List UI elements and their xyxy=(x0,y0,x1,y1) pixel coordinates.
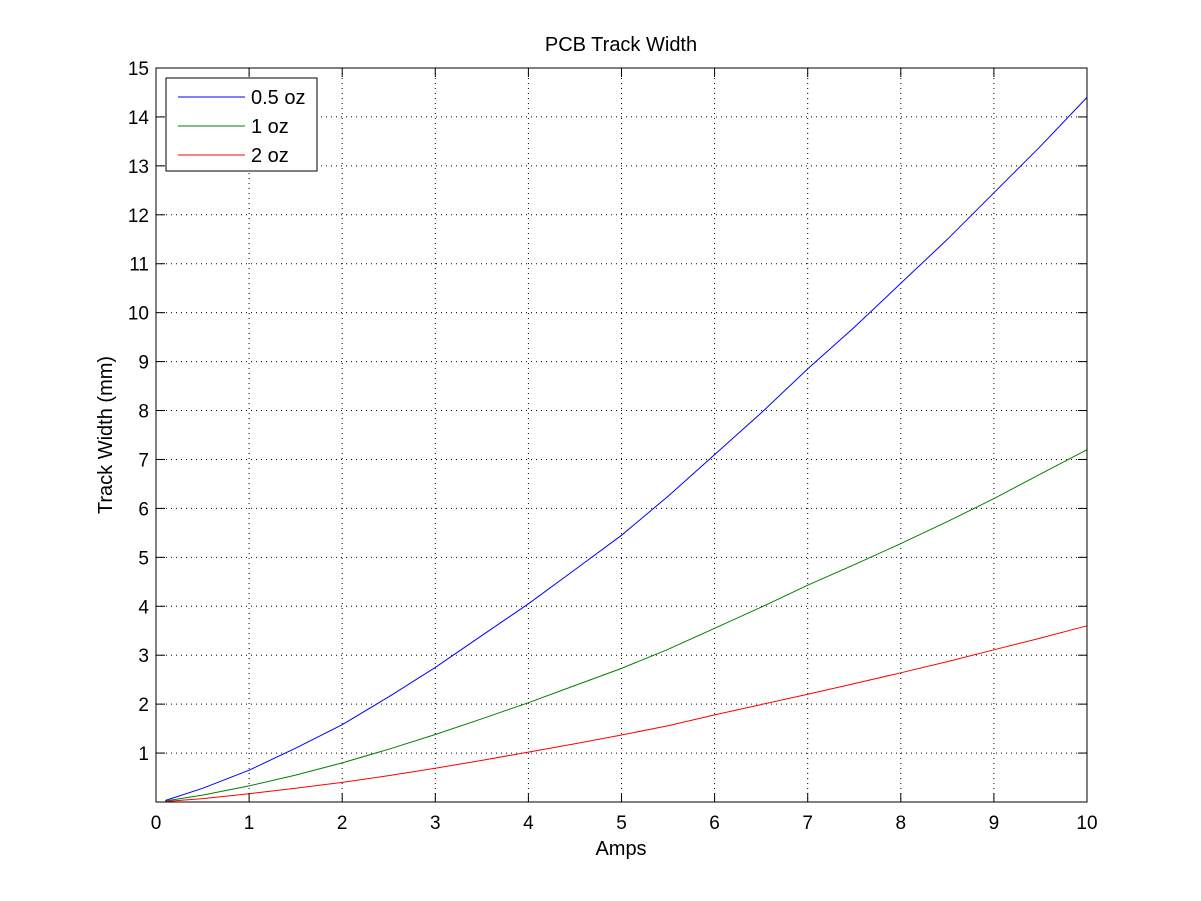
y-tick-label: 9 xyxy=(138,353,149,374)
y-tick-label: 6 xyxy=(138,499,149,520)
series-lines xyxy=(165,97,1088,802)
x-tick-label: 6 xyxy=(709,813,720,834)
y-tick-label: 4 xyxy=(138,597,149,618)
x-tick-label: 8 xyxy=(896,813,907,834)
series-line-1-oz xyxy=(165,449,1088,802)
y-tick-label: 13 xyxy=(128,157,149,178)
x-tick-label: 3 xyxy=(430,813,441,834)
y-axis-label: Track Width (mm) xyxy=(95,356,117,514)
legend-label: 1 oz xyxy=(251,116,289,138)
x-tick-labels: 0 1 2 3 4 5 6 7 8 9 10 xyxy=(151,813,1098,834)
legend-label: 0.5 oz xyxy=(251,87,305,109)
chart-title: PCB Track Width xyxy=(545,34,697,56)
x-axis-label: Amps xyxy=(595,838,646,860)
x-tick-label: 0 xyxy=(151,813,162,834)
y-tick-label: 5 xyxy=(138,548,149,569)
series-line-2-oz xyxy=(165,625,1088,802)
y-tick-label: 7 xyxy=(138,450,149,471)
plot-area xyxy=(156,68,1087,802)
x-tick-label: 9 xyxy=(989,813,1000,834)
y-tick-label: 8 xyxy=(138,402,149,423)
y-tick-label: 15 xyxy=(128,59,149,80)
series-line-0-5-oz xyxy=(165,97,1088,801)
x-tick-label: 5 xyxy=(616,813,627,834)
x-tick-label: 10 xyxy=(1076,813,1097,834)
legend-label: 2 oz xyxy=(251,145,289,167)
legend: 0.5 oz 1 oz 2 oz xyxy=(165,77,318,172)
x-tick-label: 4 xyxy=(523,813,534,834)
x-tick-label: 7 xyxy=(802,813,813,834)
y-tick-label: 14 xyxy=(128,108,150,129)
y-tick-label: 1 xyxy=(138,744,149,765)
x-tick-label: 2 xyxy=(337,813,348,834)
y-tick-label: 3 xyxy=(138,646,149,667)
y-tick-label: 11 xyxy=(129,255,149,276)
y-tick-label: 2 xyxy=(138,695,149,716)
y-tick-label: 10 xyxy=(128,304,149,325)
x-tick-label: 1 xyxy=(244,813,255,834)
ticks xyxy=(155,67,1088,802)
y-tick-label: 12 xyxy=(128,206,149,227)
